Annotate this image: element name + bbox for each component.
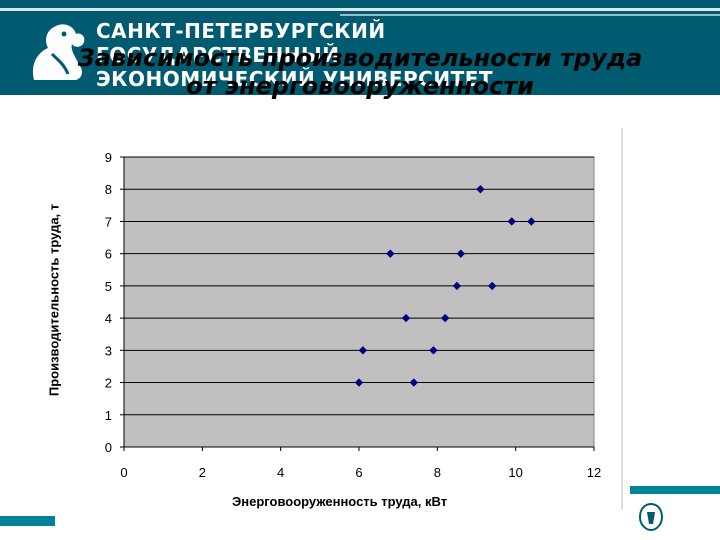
footer-accent-right <box>630 486 720 494</box>
x-tick-label: 6 <box>355 465 362 480</box>
y-tick-label: 3 <box>105 343 112 358</box>
y-tick-label: 7 <box>105 214 112 229</box>
data-point <box>409 378 419 387</box>
data-point <box>507 217 516 226</box>
header-stripe <box>0 8 720 11</box>
data-point <box>401 313 411 323</box>
lion-griffin-logo-icon <box>32 24 85 81</box>
data-point <box>386 249 395 258</box>
plot-area <box>123 156 595 448</box>
footer-accent-left <box>0 516 55 526</box>
x-tick-label: 8 <box>434 465 441 480</box>
data-point <box>476 185 485 194</box>
y-tick-label: 6 <box>105 247 112 262</box>
x-axis-label: Энерговооруженность труда, кВт <box>232 494 448 509</box>
y-axis-label: Производительность труда, т <box>46 203 62 397</box>
y-tick-label: 2 <box>105 376 112 391</box>
x-tick-label: 0 <box>120 465 127 480</box>
data-point <box>358 346 368 355</box>
data-point <box>452 281 462 291</box>
slide-title-line-1: Зависимость производительности труда <box>77 44 643 72</box>
y-tick-labels: 0 1 2 3 4 5 6 7 8 9 <box>105 150 124 455</box>
data-point <box>456 249 466 258</box>
y-tick-label: 9 <box>105 150 112 165</box>
header-stripe-secondary <box>340 14 720 16</box>
y-tick-label: 8 <box>105 182 112 197</box>
university-name-line-1: САНКТ-ПЕТЕРБУРГСКИЙ <box>96 19 386 43</box>
university-name-line-3: ЭКОНОМИЧЕСКИЙ УНИВЕРСИТЕТ <box>96 67 494 91</box>
x-tick-label: 4 <box>277 465 284 480</box>
university-emblem-icon <box>638 502 664 532</box>
y-tick-label: 1 <box>105 408 112 423</box>
data-point <box>527 217 536 226</box>
data-point <box>487 281 497 291</box>
data-point <box>354 378 364 387</box>
data-point <box>440 313 450 323</box>
data-point <box>429 346 438 355</box>
university-name-line-2: ГОСУДАРСТВЕННЫЙ <box>96 43 340 67</box>
y-tick-label: 5 <box>105 279 112 294</box>
data-points <box>354 185 536 387</box>
x-tick-label: 10 <box>508 465 522 480</box>
x-tick-label: 12 <box>587 465 601 480</box>
x-tick-labels: 0 2 4 6 8 10 12 <box>120 447 601 480</box>
y-tick-label: 0 <box>105 440 112 455</box>
slide-title-line-2: от энерговооруженности <box>186 72 534 100</box>
y-tick-label: 4 <box>105 311 112 326</box>
x-tick-label: 2 <box>199 465 206 480</box>
